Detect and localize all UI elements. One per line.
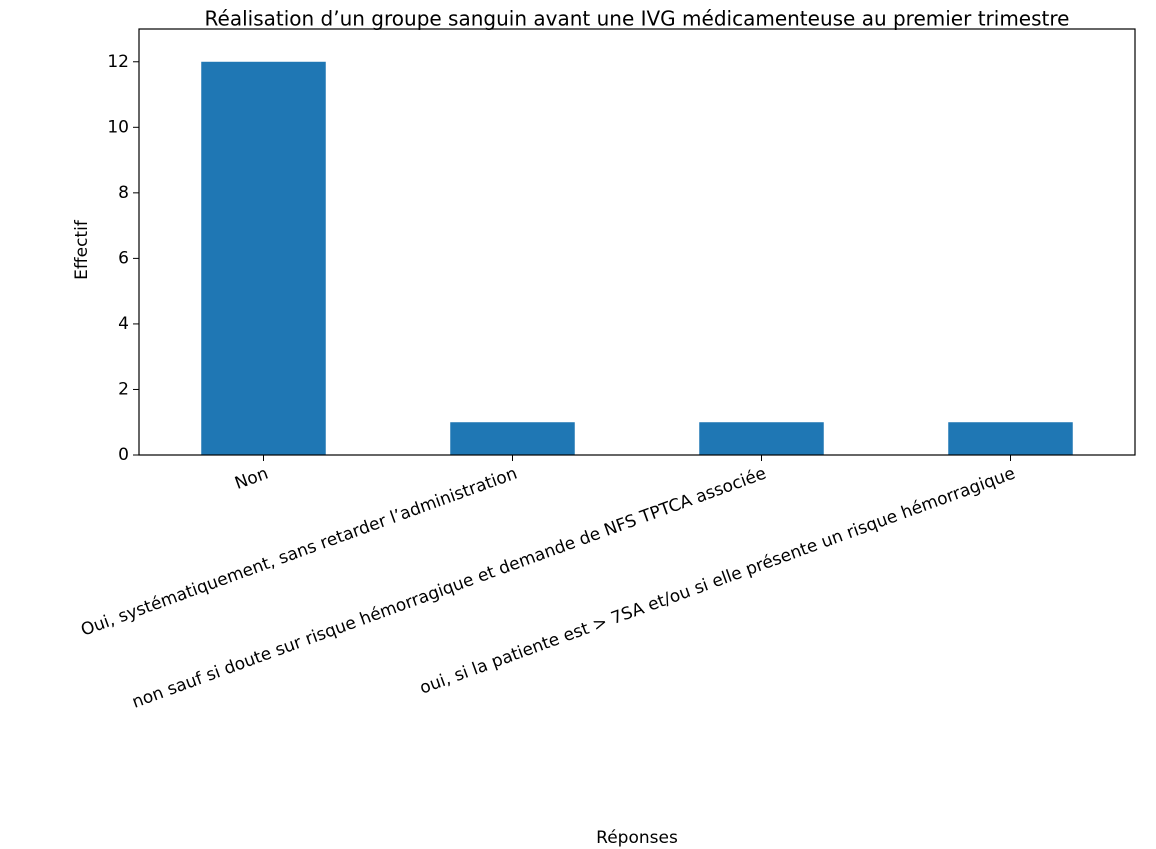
y-tick-label: 0 — [118, 445, 129, 465]
bar — [948, 422, 1073, 455]
x-tick-label: Oui, systématiquement, sans retarder l’a… — [78, 464, 520, 641]
chart-title: Réalisation d’un groupe sanguin avant un… — [205, 7, 1070, 31]
y-tick-label: 4 — [118, 314, 129, 334]
y-tick-label: 6 — [118, 248, 129, 268]
bar — [699, 422, 824, 455]
bar — [201, 61, 326, 456]
y-tick-label: 10 — [107, 117, 129, 137]
y-tick-label: 8 — [118, 183, 129, 203]
bar — [450, 422, 575, 455]
x-axis-label: Réponses — [596, 828, 678, 848]
x-tick-label: Non — [232, 464, 271, 494]
y-tick-label: 12 — [107, 52, 129, 72]
y-axis-label: Effectif — [72, 219, 92, 280]
plot-frame — [138, 28, 1136, 456]
y-tick-label: 2 — [118, 379, 129, 399]
